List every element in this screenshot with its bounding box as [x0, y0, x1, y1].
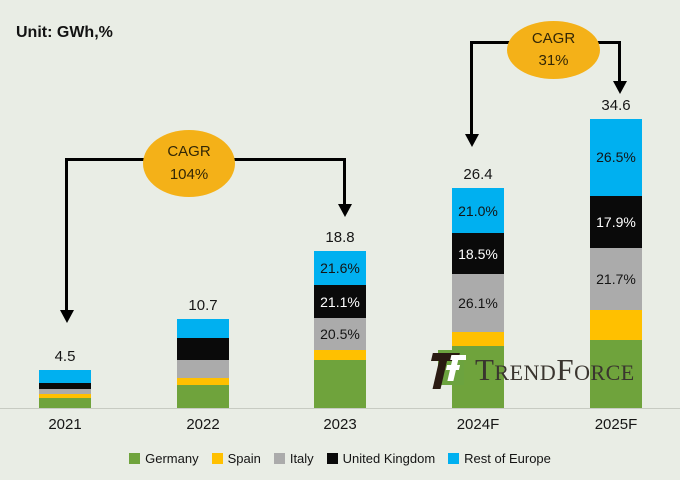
trendforce-logo: TrendForce: [424, 348, 635, 390]
bar-segment-2022-spain: [177, 377, 229, 385]
cagr2-left-arrowhead-icon: [465, 134, 479, 147]
legend-item-rest-of-europe: Rest of Europe: [448, 451, 551, 466]
bar-segment-2025F-italy: 21.7%: [590, 247, 642, 311]
bar-segment-2021-spain: [39, 394, 91, 398]
legend: Germany Spain Italy United Kingdom Rest of E…: [0, 451, 680, 466]
cagr2-right-line: [618, 41, 621, 81]
cagr2-left-line: [470, 41, 473, 134]
legend-label: United Kingdom: [342, 451, 436, 466]
bar-total-label-2025F: 34.6: [601, 97, 631, 115]
legend-label: Germany: [145, 451, 199, 466]
trendforce-logo-text: TrendForce: [475, 351, 635, 387]
legend-label: Spain: [227, 451, 261, 466]
x-axis-label-2024F: 2024F: [456, 416, 500, 433]
cagr1-value: 104%: [169, 165, 209, 183]
unit-label: Unit: GWh,%: [16, 24, 113, 41]
bar-total-label-2021: 4.5: [54, 348, 76, 366]
segment-percent-label: 26.5%: [596, 149, 636, 166]
cagr1-right-line: [343, 158, 346, 204]
legend-item-germany: Germany: [129, 451, 199, 466]
legend-label: Italy: [289, 451, 314, 466]
segment-percent-label: 20.5%: [320, 326, 360, 343]
x-axis-label-2022: 2022: [186, 416, 220, 433]
x-axis-label-2021: 2021: [48, 416, 82, 433]
x-axis-label-2023: 2023: [323, 416, 357, 433]
bar-segment-2025F-rest-of-europe: 26.5%: [590, 119, 642, 196]
bar-segment-2024F-united-kingdom: 18.5%: [452, 233, 504, 275]
legend-swatch-icon: [448, 453, 460, 464]
bar-segment-2024F-rest-of-europe: 21.0%: [452, 187, 504, 234]
bar-segment-2023-germany: [314, 360, 366, 408]
bar-segment-2022-united-kingdom: [177, 338, 229, 361]
bar-segment-2025F-united-kingdom: 17.9%: [590, 195, 642, 248]
legend-item-spain: Spain: [211, 451, 261, 466]
bar-segment-2022-germany: [177, 384, 229, 408]
x-axis-label-2025F: 2025F: [594, 416, 638, 433]
legend-swatch-icon: [129, 453, 141, 464]
bar-segment-2023-united-kingdom: 21.1%: [314, 285, 366, 319]
segment-percent-label: 21.0%: [458, 202, 498, 219]
bar-segment-2025F-germany: [590, 340, 642, 408]
cagr2-label: CAGR: [531, 29, 576, 47]
bar-total-label-2022: 10.7: [188, 296, 218, 314]
trendforce-logo-icon: [430, 350, 466, 389]
legend-item-italy: Italy: [273, 451, 314, 466]
segment-percent-label: 21.7%: [596, 270, 636, 287]
cagr1-right-arrowhead-icon: [338, 204, 352, 217]
legend-item-united-kingdom: United Kingdom: [326, 451, 436, 466]
cagr1-left-line: [65, 158, 68, 310]
bar-segment-2021-united-kingdom: [39, 383, 91, 390]
bar-segment-2024F-italy: 26.1%: [452, 274, 504, 332]
legend-label: Rest of Europe: [464, 451, 551, 466]
segment-percent-label: 17.9%: [596, 213, 636, 230]
segment-percent-label: 21.1%: [320, 293, 360, 310]
legend-swatch-icon: [211, 453, 223, 464]
x-axis-line: [0, 408, 680, 409]
segment-percent-label: 26.1%: [458, 295, 498, 312]
bar-total-label-2023: 18.8: [325, 229, 355, 247]
bar-segment-2023-spain: [314, 350, 366, 361]
cagr1-left-arrowhead-icon: [60, 310, 74, 323]
bar-segment-2021-germany: [39, 397, 91, 408]
bar-segment-2024F-spain: [452, 332, 504, 347]
cagr2-value: 31%: [538, 52, 569, 69]
cagr2-bubble: CAGR 31%: [507, 21, 600, 79]
bar-total-label-2024F: 26.4: [463, 165, 493, 183]
cagr2-right-arrowhead-icon: [613, 81, 627, 94]
segment-percent-label: 21.6%: [320, 260, 360, 277]
bar-segment-2021-rest-of-europe: [39, 370, 91, 384]
legend-swatch-icon: [273, 453, 285, 464]
bar-segment-2022-rest-of-europe: [177, 318, 229, 339]
segment-percent-label: 18.5%: [458, 245, 498, 262]
bar-segment-2022-italy: [177, 360, 229, 378]
bar-segment-2021-italy: [39, 389, 91, 395]
cagr1-label: CAGR: [167, 143, 211, 160]
bar-segment-2023-italy: 20.5%: [314, 318, 366, 351]
cagr1-bubble: CAGR 104%: [143, 130, 235, 197]
legend-swatch-icon: [326, 453, 338, 464]
bar-segment-2025F-spain: [590, 310, 642, 341]
bar-segment-2023-rest-of-europe: 21.6%: [314, 251, 366, 286]
